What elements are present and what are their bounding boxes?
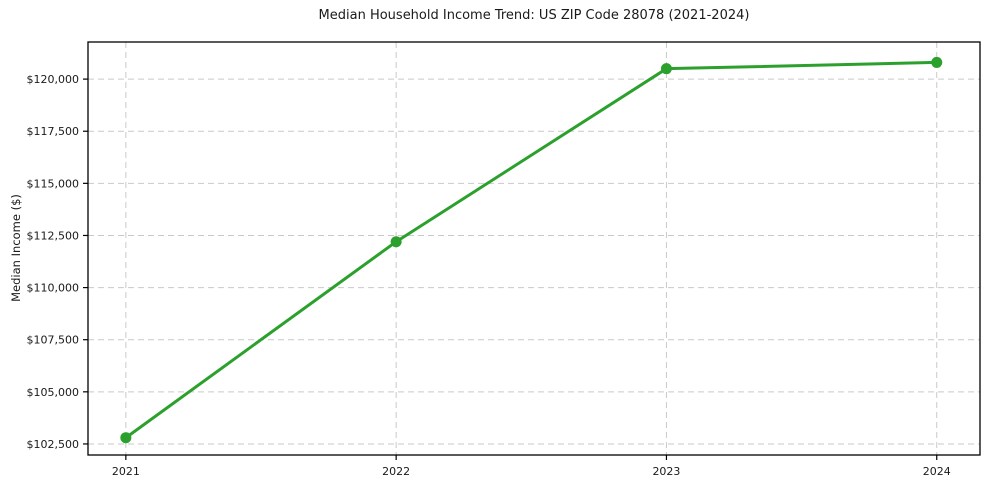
trend-line: [124, 60, 939, 440]
y-tick-label: $115,000: [27, 177, 80, 190]
data-point: [390, 236, 402, 248]
data-point: [931, 56, 943, 68]
y-tick-label: $107,500: [27, 334, 80, 347]
data-point: [660, 63, 672, 75]
y-tick-label: $102,500: [27, 438, 80, 451]
y-tick-label: $120,000: [27, 73, 80, 86]
x-tick-label: 2021: [112, 465, 140, 478]
x-tick-label: 2024: [923, 465, 951, 478]
chart-title: Median Household Income Trend: US ZIP Co…: [318, 8, 750, 23]
data-point: [120, 432, 132, 444]
y-tick-label: $105,000: [27, 386, 80, 399]
y-tick-label: $110,000: [27, 282, 80, 295]
x-tick-label: 2023: [652, 465, 680, 478]
y-tick-label: $112,500: [27, 229, 80, 242]
y-tick-label: $117,500: [27, 125, 80, 138]
x-tick-label: 2022: [382, 465, 410, 478]
plot-border: [87, 41, 981, 456]
